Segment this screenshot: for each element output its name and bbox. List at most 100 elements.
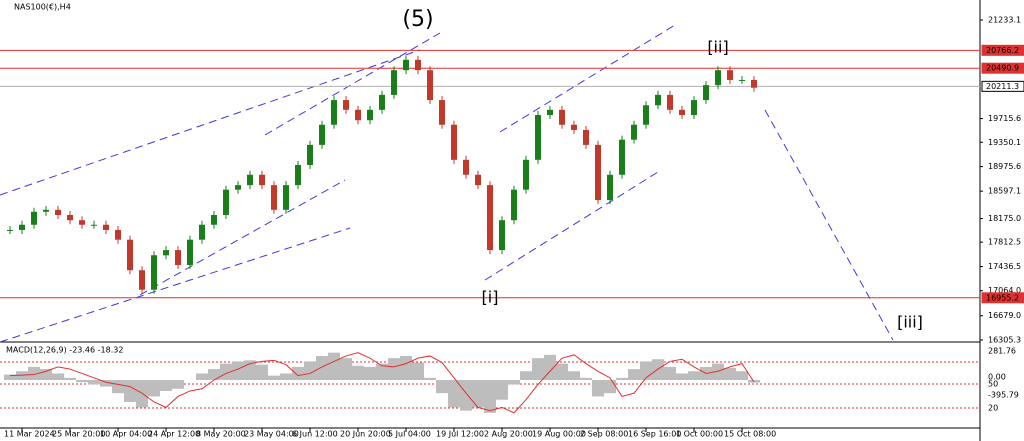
candle: [187, 239, 193, 266]
candle: [19, 224, 25, 230]
macd-bar: [616, 377, 628, 381]
y-tick-label: 19715.6: [988, 114, 1021, 123]
macd-bar: [256, 364, 268, 381]
macd-bar: [508, 380, 520, 385]
macd-bar: [148, 380, 160, 397]
level-label: 20766.2: [986, 46, 1019, 55]
level-label-bg: [981, 44, 1024, 56]
macd-bar: [124, 380, 136, 402]
macd-bar: [448, 380, 460, 408]
x-tick-label: 15 Oct 08:00: [724, 430, 776, 439]
macd-bar: [628, 369, 640, 381]
macd-bar: [4, 374, 16, 381]
candle: [127, 239, 133, 271]
level-label-bg: [981, 80, 1024, 92]
x-tick-label: 19 Jul 12:00: [436, 430, 484, 439]
macd-bar: [280, 373, 292, 381]
candle: [7, 229, 13, 231]
candle: [31, 211, 37, 225]
macd-bar: [664, 366, 676, 381]
macd-bar: [484, 380, 496, 413]
macd-bar: [568, 371, 580, 381]
x-tick-label: 16 Sep 16:00: [628, 430, 681, 439]
wave-label: [ii]: [707, 38, 728, 57]
x-tick-label: 2 Aug 20:00: [484, 430, 533, 439]
trendline: [139, 179, 346, 296]
candle: [475, 174, 481, 186]
macd-bar: [160, 380, 172, 391]
trendline: [0, 227, 351, 343]
candle: [607, 174, 613, 201]
candle: [295, 165, 301, 186]
candle: [391, 70, 397, 95]
candle: [355, 109, 361, 121]
x-tick-label: 11 Mar 2024: [4, 430, 55, 439]
candle: [343, 100, 349, 110]
x-tick-label: 2 Sep 08:00: [580, 430, 628, 439]
trendlines: [0, 24, 894, 343]
candle: [703, 85, 709, 101]
chart-title: NAS100(€),H4: [14, 3, 71, 12]
macd-bar: [172, 380, 184, 389]
candle: [547, 109, 553, 116]
candle: [103, 224, 109, 230]
x-tick-label: 23 May 04:00: [244, 430, 299, 439]
y-tick-label: 16305.3: [988, 336, 1021, 345]
candle: [631, 124, 637, 140]
macd-bar: [688, 371, 700, 381]
macd-bar: [196, 373, 208, 381]
macd-bar: [268, 375, 280, 381]
level-label: 20490.9: [986, 64, 1019, 73]
y-tick-label: 17812.5: [988, 238, 1021, 247]
wave-label: [i]: [482, 288, 499, 307]
trendline: [0, 49, 421, 196]
candle: [595, 144, 601, 201]
candle: [619, 139, 625, 175]
macd-axis-label: 281.76: [988, 347, 1016, 356]
x-tick-label: 25 Mar 20:00: [52, 430, 105, 439]
macd-bar: [400, 355, 412, 381]
x-tick-label: 1 Oct 00:00: [676, 430, 723, 439]
macd-bar: [232, 361, 244, 381]
candle: [571, 124, 577, 130]
candle: [223, 189, 229, 216]
macd-bar: [496, 380, 508, 400]
candle: [415, 59, 421, 71]
candle: [535, 115, 541, 160]
candle: [175, 250, 181, 266]
candle: [523, 159, 529, 190]
macd-bar: [532, 358, 544, 381]
macd-bar: [712, 363, 724, 381]
y-tick-label: 17064.0: [988, 286, 1021, 295]
candle: [235, 185, 241, 190]
macd-bar: [340, 358, 352, 381]
macd-bar: [88, 380, 100, 385]
candle: [163, 250, 169, 256]
x-tick-label: 8 May 20:00: [196, 430, 246, 439]
candle: [91, 224, 97, 226]
candle: [271, 185, 277, 210]
trendline: [484, 171, 659, 281]
y-tick-label: 18175.0: [988, 214, 1021, 223]
macd-bar: [676, 373, 688, 381]
candle: [691, 100, 697, 116]
candle: [283, 185, 289, 210]
macd-bar: [64, 377, 76, 381]
macd-bar: [388, 358, 400, 381]
candle: [139, 270, 145, 290]
macd-bar: [520, 371, 532, 381]
candle: [259, 174, 265, 186]
candle: [151, 255, 157, 290]
macd-bar: [328, 352, 340, 381]
macd-bar: [424, 377, 436, 381]
macd-axis-label: -395.79: [988, 391, 1019, 400]
macd-bar: [208, 369, 220, 381]
macd-bar: [556, 363, 568, 381]
candle: [319, 124, 325, 145]
x-tick-label: 5 Jul 04:00: [388, 430, 431, 439]
macd-bar: [76, 380, 88, 383]
candle: [379, 94, 385, 110]
macd-axis-label: 20: [988, 404, 998, 413]
